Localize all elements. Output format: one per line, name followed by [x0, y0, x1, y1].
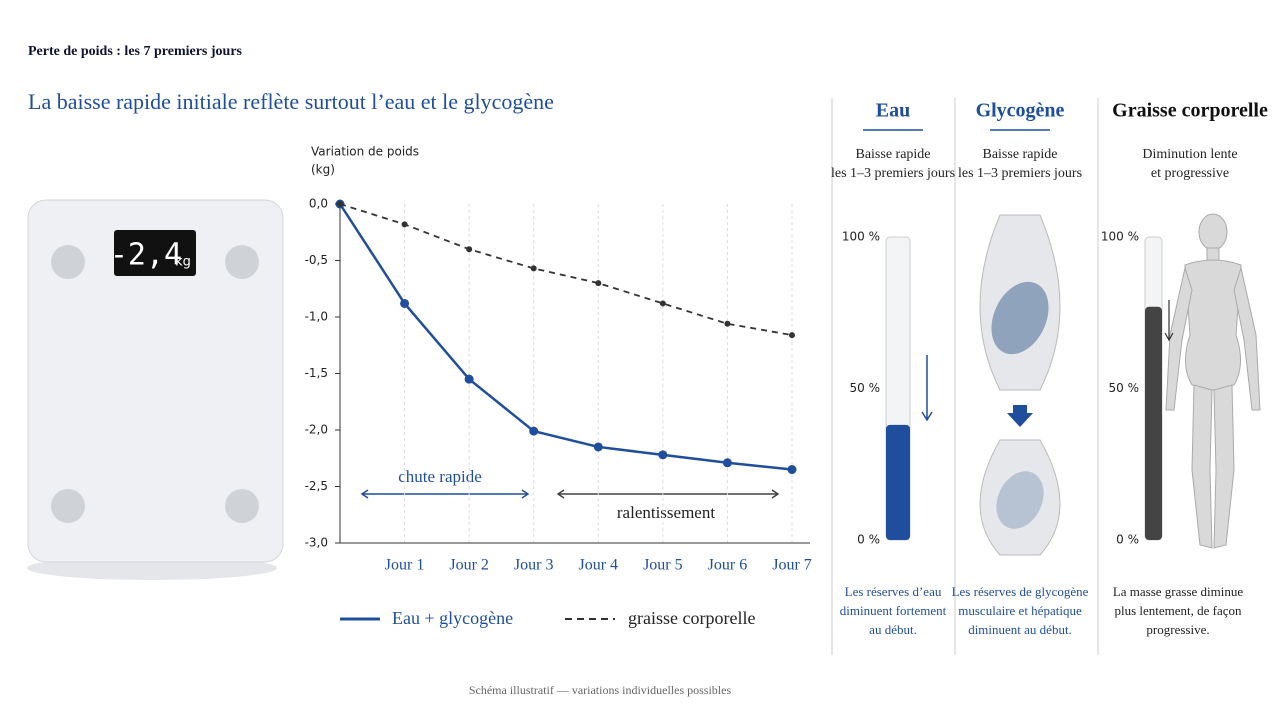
y-tick-label: -1,5 [305, 366, 328, 380]
panel-subtitle: Baisse rapide [855, 147, 930, 162]
body-illustration [1165, 213, 1261, 549]
annotation: ralentissement [617, 503, 715, 522]
scale: -2,4 kg [27, 199, 284, 580]
panel-caption: musculaire et hépatique [958, 603, 1082, 618]
point [789, 332, 795, 339]
scale-unit: kg [175, 255, 191, 270]
title: Perte de poids : les 7 premiers jours [28, 44, 243, 59]
point [724, 320, 731, 327]
point [401, 221, 408, 228]
legend-label: Eau + glycogène [392, 608, 513, 628]
point [400, 298, 410, 308]
gauge-tick-label: 0 % [857, 533, 880, 547]
scale-value: -2,4 [110, 238, 182, 273]
panel-subtitle: Baisse rapide [982, 147, 1057, 162]
gauge-tick-label: 0 % [1116, 533, 1139, 547]
panel-subtitle: et progressive [1151, 166, 1229, 181]
line [339, 203, 793, 336]
panel-title: Eau [876, 100, 910, 122]
glycogen-illustration [979, 214, 1061, 556]
point [659, 300, 666, 307]
y-label: Variation de poids [311, 145, 419, 159]
y-tick-label: -1,0 [305, 310, 328, 324]
subtitle: La baisse rapide initiale reflète surtou… [28, 89, 554, 114]
point [658, 450, 668, 460]
panel-title: Glycogène [976, 100, 1065, 122]
panel-subtitle: Diminution lente [1142, 147, 1237, 162]
x-tick-label: Jour 1 [385, 557, 425, 574]
x-tick-label: Jour 3 [514, 557, 554, 574]
panel-caption: progressive. [1146, 622, 1209, 637]
arrow [556, 489, 780, 499]
y-tick-label: -2,0 [305, 423, 328, 437]
x-tick-label: Jour 2 [449, 557, 489, 574]
panel-caption: plus lentement, de façon [1114, 603, 1242, 618]
panel-caption: diminuent au début. [968, 622, 1072, 637]
gauge-tick-label: 100 % [842, 230, 880, 244]
annotation: chute rapide [398, 467, 482, 486]
divider [831, 98, 1099, 655]
point [722, 458, 732, 468]
line [338, 203, 793, 471]
panel-caption: Les réserves d’eau [845, 584, 942, 599]
gauge-tick-label: 100 % [1101, 230, 1139, 244]
x-tick-label: Jour 5 [643, 557, 683, 574]
point [529, 426, 539, 436]
x-tick-label: Jour 4 [579, 557, 619, 574]
panel-caption: au début. [869, 622, 917, 637]
point [787, 465, 797, 475]
legend-label: graisse corporelle [628, 608, 755, 628]
y-tick-label: 0,0 [309, 197, 328, 211]
panel-caption: Les réserves de glycogène [952, 584, 1089, 599]
point [464, 374, 474, 384]
gauge-tick-label: 50 % [850, 381, 881, 395]
gauge-fill [886, 424, 910, 540]
footer: Schéma illustratif — variations individu… [469, 683, 732, 697]
y-tick-label: -3,0 [305, 536, 328, 550]
point [593, 442, 603, 452]
arrow [360, 489, 530, 499]
gauge-tick-label: 50 % [1109, 381, 1140, 395]
down-arrow [1164, 300, 1174, 342]
point [595, 280, 602, 287]
y-label: (kg) [311, 163, 335, 177]
x-tick-label: Jour 7 [772, 557, 812, 574]
point [337, 201, 343, 207]
x-tick-label: Jour 6 [708, 557, 748, 574]
point [466, 246, 473, 253]
y-tick-label: -2,5 [305, 479, 328, 493]
gauge-fill [1145, 306, 1162, 540]
panel-title: Graisse corporelle [1112, 100, 1268, 122]
y-tick-label: -0,5 [305, 253, 328, 267]
panel-caption: La masse grasse diminue [1113, 584, 1244, 599]
panel-subtitle: les 1–3 premiers jours [831, 166, 955, 181]
panel-subtitle: les 1–3 premiers jours [958, 166, 1082, 181]
point [530, 265, 537, 272]
down-arrow [921, 355, 933, 422]
panel-caption: diminuent fortement [840, 603, 947, 618]
